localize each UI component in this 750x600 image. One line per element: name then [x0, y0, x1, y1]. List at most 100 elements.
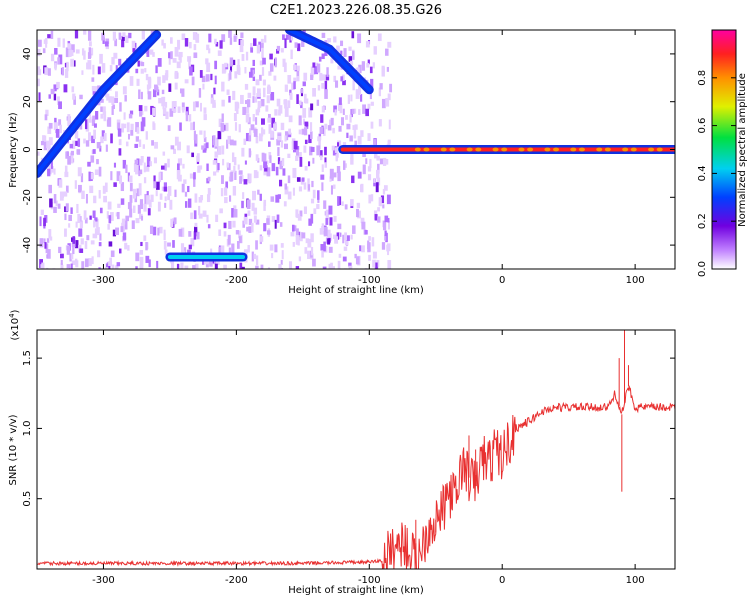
spectrogram-speckle [101, 63, 106, 73]
spectrogram-speckle [241, 266, 245, 269]
spectrogram-speckle [214, 137, 218, 147]
spectrogram-speckle [302, 118, 306, 125]
spectrogram-speckle [298, 129, 303, 135]
spectrogram-speckle [210, 248, 213, 257]
spectrogram-speckle [43, 238, 46, 244]
spectrogram-speckle [262, 79, 266, 86]
spectrogram-speckle [164, 73, 169, 81]
spectrogram-speckle [233, 35, 237, 42]
spectrogram-speckle [135, 164, 139, 175]
spectrogram-speckle [56, 81, 60, 89]
spectrogram-speckle [98, 267, 101, 269]
spectrogram-speckle [382, 220, 387, 231]
spectrogram-speckle [217, 146, 222, 155]
spectrogram-speckle [240, 94, 244, 104]
spectrogram-speckle [68, 49, 72, 57]
spectrogram-speckle [248, 133, 252, 142]
spectrogram-speckle [265, 105, 269, 112]
spectrogram-speckle [85, 124, 90, 132]
spectrogram-speckle [76, 149, 80, 155]
spectrogram-speckle [116, 211, 120, 220]
spectrogram-speckle [236, 102, 240, 109]
spectrogram-x-tick-label: 100 [626, 275, 645, 286]
spectrogram-speckle [267, 267, 271, 269]
spectrogram-hotspot [432, 147, 439, 152]
spectrogram-speckle [273, 123, 277, 130]
spectrogram-speckle [346, 123, 351, 130]
spectrogram-speckle [255, 154, 259, 161]
spectrogram-hotspot [622, 147, 629, 152]
spectrogram-speckle [143, 203, 147, 212]
spectrogram-speckle [198, 213, 203, 219]
spectrogram-speckle [214, 60, 218, 70]
spectrogram-hotspot [483, 147, 490, 152]
spectrogram-speckle [107, 201, 112, 210]
spectrogram-speckle [378, 197, 382, 207]
spectrogram-speckle [267, 117, 272, 123]
spectrogram-speckle [358, 85, 362, 95]
spectrogram-speckle [269, 63, 274, 72]
spectrogram-speckle [276, 98, 281, 107]
spectrogram-speckle [330, 117, 334, 126]
spectrogram-speckle [285, 34, 289, 40]
spectrogram-speckle [163, 43, 166, 49]
spectrogram-speckle [105, 92, 108, 98]
spectrogram-speckle [302, 81, 306, 87]
spectrogram-speckle [162, 100, 165, 110]
spectrogram-speckle [145, 255, 150, 263]
spectrogram-x-tick-label: 0 [499, 275, 505, 286]
spectrogram-speckle [299, 210, 303, 217]
spectrogram-speckle [221, 81, 225, 92]
spectrogram-speckle [203, 136, 207, 142]
spectrogram-speckle [288, 115, 293, 123]
spectrogram-speckle [232, 220, 236, 228]
spectrogram-speckle [215, 41, 219, 47]
spectrogram-speckle [261, 129, 266, 135]
spectrogram-speckle [316, 204, 320, 210]
spectrogram-speckle [155, 65, 158, 74]
spectrogram-speckle [328, 205, 333, 215]
spectrogram-speckle [379, 158, 384, 165]
spectrogram-speckle [139, 110, 143, 117]
spectrogram-speckle [266, 95, 270, 104]
spectrogram-speckle [100, 106, 104, 112]
spectrogram-speckle [128, 175, 133, 183]
spectrogram-speckle [104, 182, 108, 193]
spectrogram-speckle [330, 185, 333, 195]
spectrogram-speckle [192, 121, 196, 131]
spectrogram-speckle [177, 174, 182, 182]
spectrogram-speckle [138, 188, 142, 196]
spectrogram-speckle [271, 163, 276, 172]
spectrogram-speckle [85, 140, 90, 147]
spectrogram-speckle [234, 101, 239, 112]
spectrogram-speckle [358, 109, 361, 115]
spectrogram-speckle [48, 122, 53, 129]
spectrogram-speckle [105, 263, 110, 269]
spectrogram-speckle [283, 143, 288, 150]
snr-y-multiplier: (x104) [8, 309, 21, 340]
spectrogram-speckle [203, 143, 208, 151]
snr-x-tick-label: 100 [626, 575, 645, 586]
spectrogram-speckle [178, 228, 183, 237]
spectrogram-speckle [42, 135, 46, 142]
spectrogram-speckle [212, 102, 216, 108]
spectrogram-speckle [359, 245, 362, 252]
spectrogram-speckle [247, 210, 251, 216]
spectrogram-speckle [316, 63, 321, 73]
spectrogram-speckle [193, 44, 197, 51]
spectrogram-speckle [187, 198, 192, 208]
spectrogram-speckle [182, 163, 185, 169]
spectrogram-speckle [324, 123, 328, 130]
snr-series-line [37, 385, 675, 569]
spectrogram-hotspot [639, 147, 646, 152]
colorbar: 0.0 0.2 0.4 0.6 0.8 Normalized spectral ampl… [697, 29, 748, 277]
spectrogram-speckle [357, 135, 362, 145]
spectrogram-speckle [111, 57, 115, 65]
colorbar-tick-label: 0.0 [697, 261, 708, 277]
spectrogram-speckle [135, 252, 140, 262]
spectrogram-speckle [120, 198, 125, 205]
spectrogram-speckle [46, 140, 50, 149]
spectrogram-speckle [69, 253, 72, 262]
spectrogram-speckle [342, 142, 347, 147]
spectrogram-speckle [188, 231, 192, 237]
